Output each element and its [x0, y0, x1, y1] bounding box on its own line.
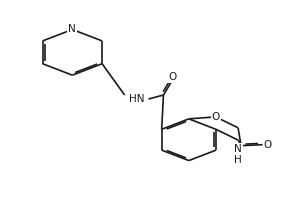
- Text: O: O: [264, 140, 272, 150]
- Text: O: O: [212, 112, 220, 122]
- Text: O: O: [168, 72, 176, 82]
- Text: N: N: [68, 24, 76, 34]
- Text: N
H: N H: [235, 144, 242, 165]
- Text: HN: HN: [129, 94, 144, 104]
